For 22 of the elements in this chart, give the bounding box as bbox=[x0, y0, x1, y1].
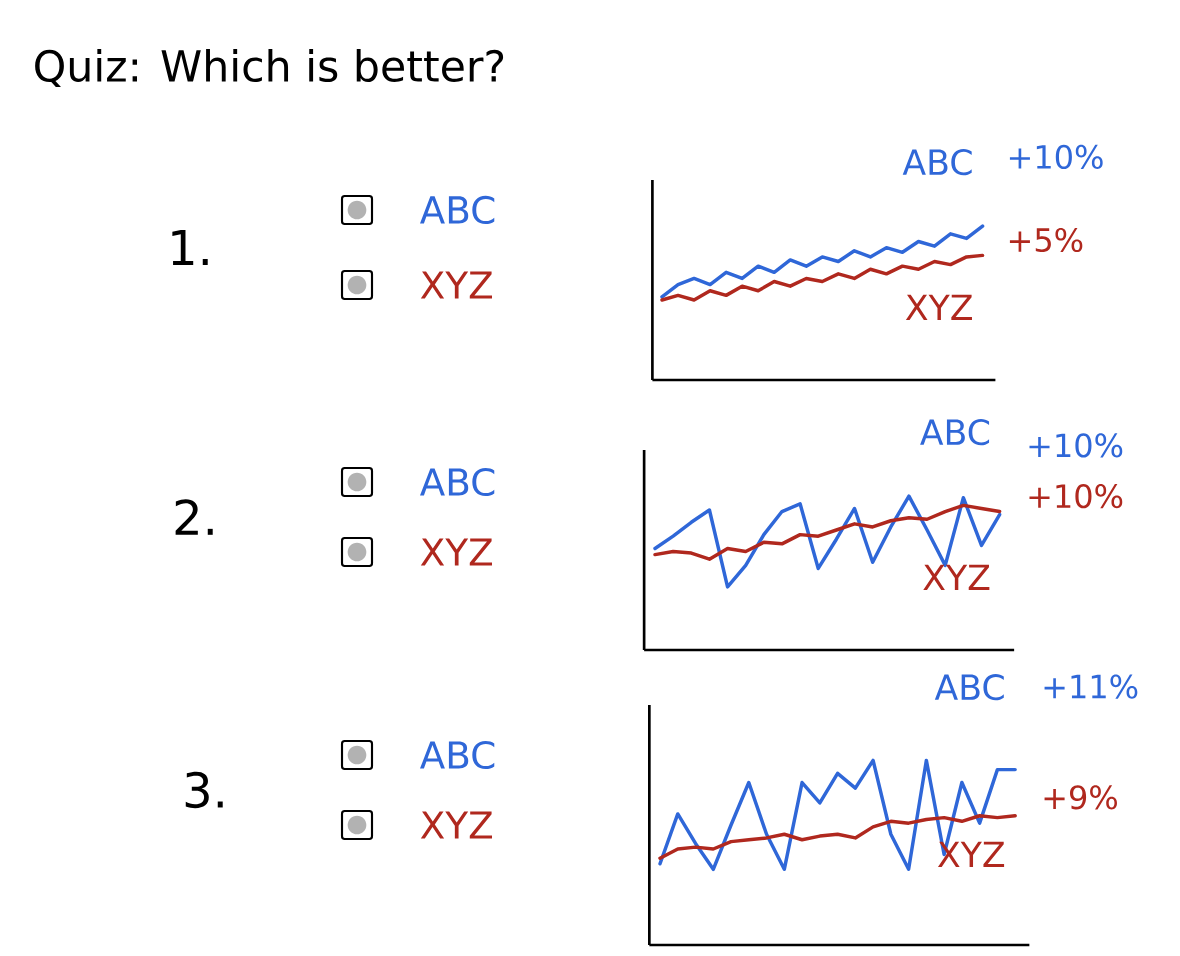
text: Quiz: Which is better? bbox=[35, 49, 504, 87]
text: +10% bbox=[1029, 484, 1123, 509]
text: +9% bbox=[1044, 785, 1117, 810]
series-label: XYZ bbox=[938, 841, 1005, 867]
series-label: XYZ bbox=[923, 564, 990, 590]
category-label: ABC bbox=[420, 467, 495, 497]
series-label: XYZ bbox=[905, 294, 972, 320]
category-label: ABC bbox=[420, 195, 495, 225]
category-label: XYZ bbox=[420, 811, 492, 839]
series-label: ABC bbox=[920, 419, 990, 446]
text: +5% bbox=[1009, 227, 1083, 253]
series-label: ABC bbox=[902, 149, 972, 176]
category-label: XYZ bbox=[420, 271, 492, 299]
text: 1. bbox=[172, 229, 208, 265]
series-label: ABC bbox=[934, 674, 1004, 701]
text: +10% bbox=[1009, 144, 1103, 170]
text: 2. bbox=[175, 499, 213, 535]
category-label: XYZ bbox=[420, 538, 492, 566]
category-label: ABC bbox=[420, 740, 495, 770]
text: 3. bbox=[185, 771, 223, 809]
text: +10% bbox=[1029, 433, 1123, 458]
text: +11% bbox=[1044, 674, 1138, 699]
